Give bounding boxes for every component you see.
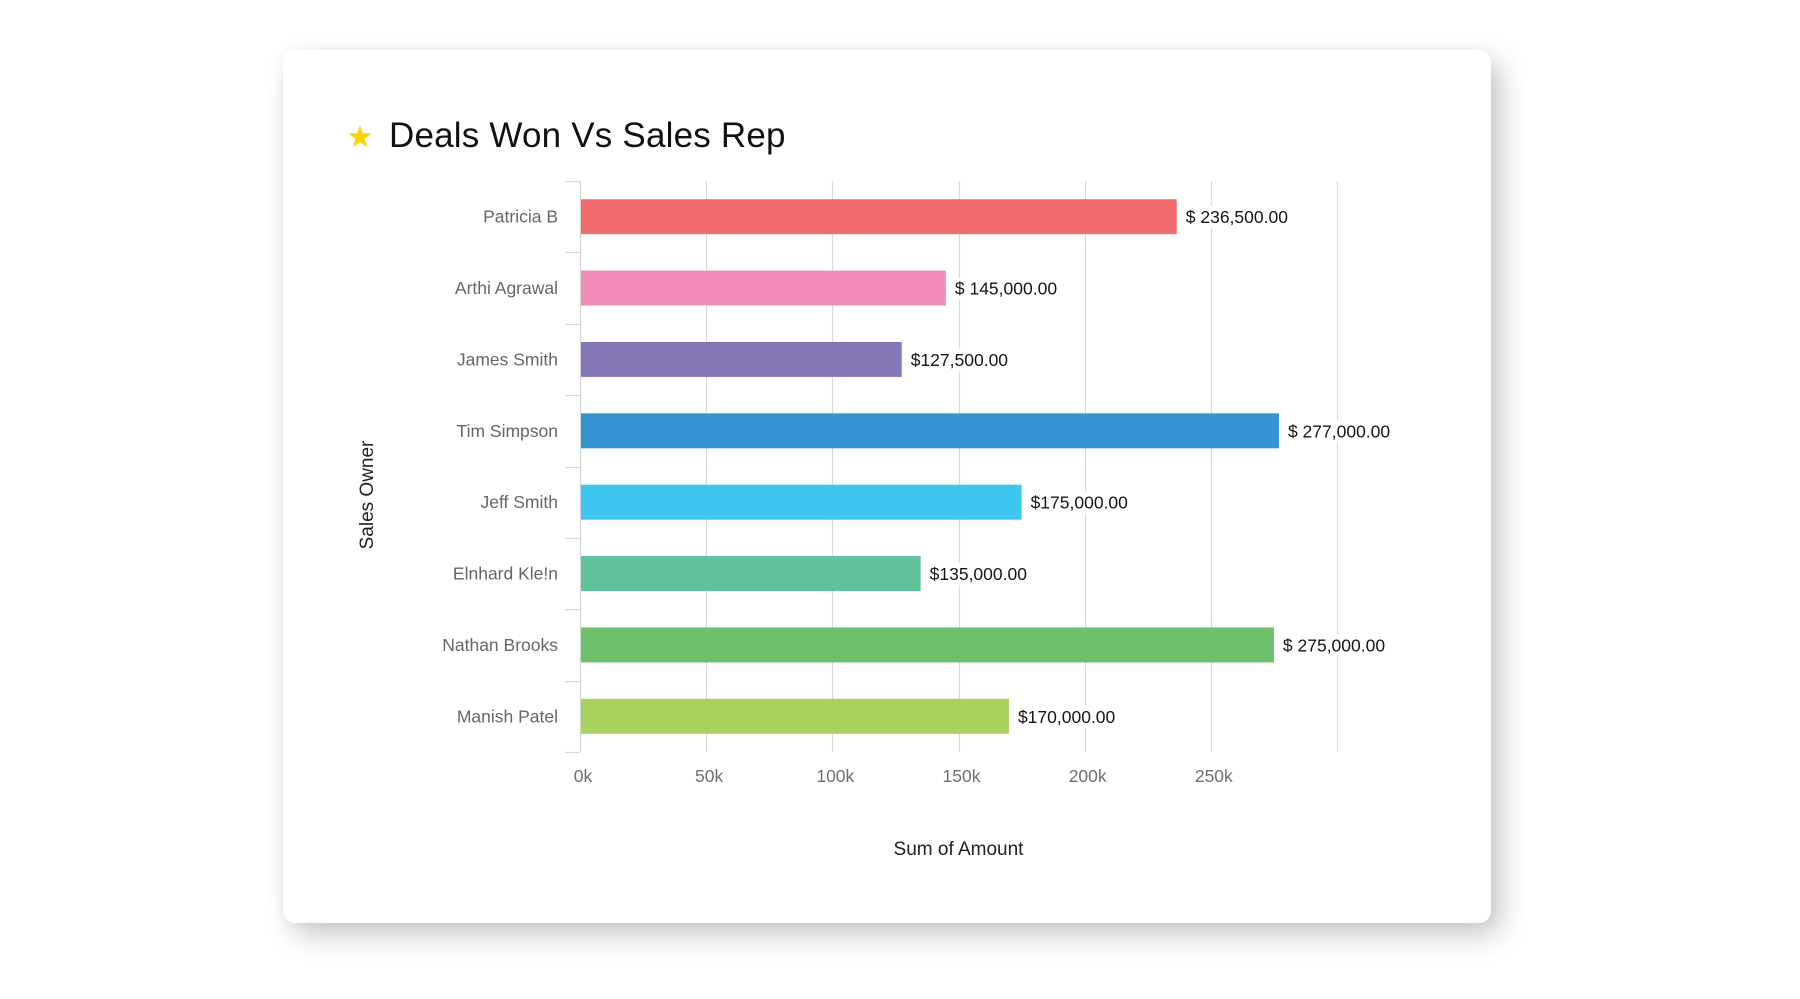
bar[interactable] [581,484,1022,520]
category-label: Jeff Smith [481,492,559,512]
value-label: $135,000.00 [930,564,1028,584]
value-label: $127,500.00 [911,350,1009,370]
category-label: James Smith [457,349,558,369]
category-label: Elnhard Kle!n [453,564,558,584]
value-label-background [1279,634,1389,657]
value-label: $175,000.00 [1031,493,1129,513]
bar[interactable] [581,270,946,306]
bar[interactable] [581,627,1274,663]
category-label: Manish Patel [457,706,558,726]
category-label: Patricia B [483,207,558,227]
star-icon[interactable] [348,124,372,148]
value-label-background [951,277,1061,300]
value-label-background [1027,491,1132,514]
value-label: $ 236,500.00 [1186,207,1288,227]
y-axis [565,180,582,754]
value-labels: $ 236,500.00 $ 145,000.00 $127,500.00 $ 277… [907,206,1394,728]
x-tick-label: 50k [695,766,723,786]
category-label: Nathan Brooks [442,635,558,655]
x-tick-label: 0k [574,766,593,786]
value-label-background [1014,705,1119,728]
category-label: Tim Simpson [457,421,558,441]
bar[interactable] [581,341,902,377]
value-label-background [907,348,1012,371]
x-tick-label: 250k [1195,766,1233,786]
x-tick-label: 100k [816,766,854,786]
value-label: $ 277,000.00 [1288,421,1390,441]
value-label: $ 145,000.00 [955,279,1057,299]
bar[interactable] [581,413,1279,449]
value-label: $ 275,000.00 [1283,635,1385,655]
value-label-background [1182,206,1292,229]
category-label: Arthi Agrawal [455,278,558,298]
chart-title: Deals Won Vs Sales Rep [389,116,786,155]
bar[interactable] [581,556,921,592]
bar[interactable] [581,698,1009,734]
value-label-background [1284,420,1394,443]
x-tick-label: 150k [943,766,981,786]
value-label-background [926,563,1031,586]
x-axis-title: Sum of Amount [894,839,1025,860]
category-labels: Patricia B Arthi Agrawal James Smith Tim Si… [442,207,558,727]
bar[interactable] [581,199,1177,235]
x-tick-labels: 0k 50k 100k 150k 200k 250k [574,766,1233,786]
value-label: $170,000.00 [1018,707,1116,727]
x-tick-label: 200k [1069,766,1107,786]
bars [581,199,1279,734]
chart-header: Deals Won Vs Sales Rep [348,114,786,158]
gridlines [705,181,1339,752]
y-axis-title: Sales Owner [357,440,378,549]
